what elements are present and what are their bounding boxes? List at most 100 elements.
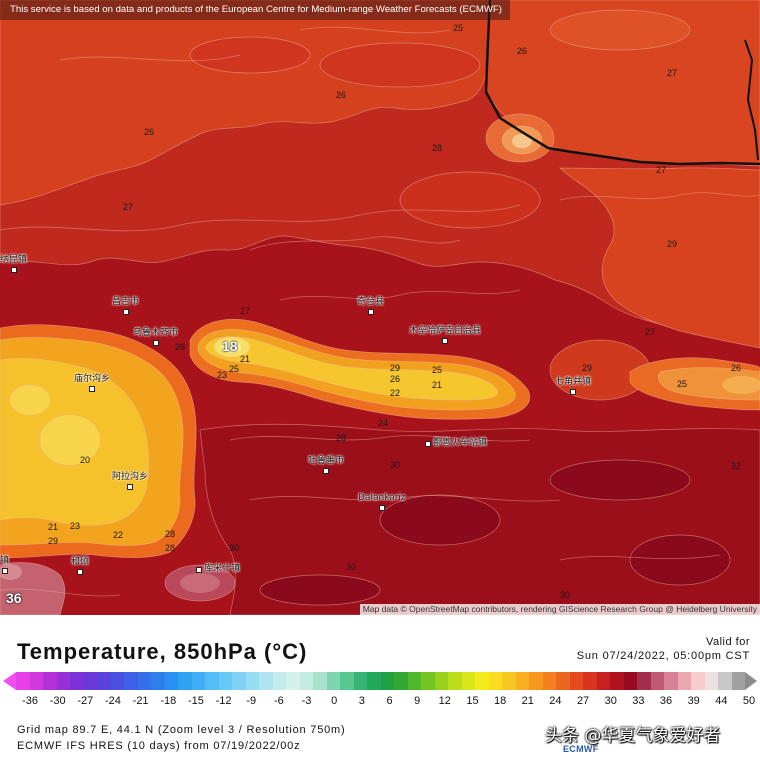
- colorbar-segment: [704, 672, 718, 690]
- colorbar-segment: [191, 672, 205, 690]
- contour-label: 21: [48, 522, 59, 532]
- place-name: Dalankariz: [358, 493, 406, 503]
- isotherm-lines: [0, 26, 760, 597]
- colorbar-tick-label: 3: [358, 695, 365, 707]
- colorbar-segment: [83, 672, 97, 690]
- contour-label: 21: [240, 354, 251, 364]
- colorbar-segment: [664, 672, 678, 690]
- contour-label: 27: [667, 68, 678, 78]
- place-name: 木垒哈萨克自治县: [409, 326, 482, 336]
- colorbar-segment: [394, 672, 408, 690]
- colorbar-segment: [623, 672, 637, 690]
- place-edge-town: 镇: [0, 556, 9, 574]
- colorbar-segment: [407, 672, 421, 690]
- colorbar-tick-label: -36: [22, 695, 38, 707]
- place-nakun: 纳昆镇: [0, 255, 27, 273]
- map-title: Temperature, 850hPa (°C): [17, 639, 308, 664]
- place-heshuo: 和硕: [71, 557, 89, 575]
- colorbar-segment: [448, 672, 462, 690]
- contour-label: 28: [175, 342, 186, 352]
- colorbar-arrow-low: [3, 672, 16, 690]
- contour-label: 27: [645, 327, 656, 337]
- colorbar-tick-label: -12: [215, 695, 232, 707]
- contour-label: 24: [378, 418, 389, 428]
- colorbar-segment: [583, 672, 597, 690]
- colorbar-segment: [272, 672, 286, 690]
- colorbar-segment: [529, 672, 543, 690]
- upper-warm-region: [0, 0, 760, 349]
- colorbar-tick-label: -15: [187, 695, 204, 707]
- place-name: 庙尔沟乡: [74, 374, 111, 384]
- colorbar-segment: [718, 672, 732, 690]
- colorbar-segment: [488, 672, 502, 690]
- contour-label: 28: [336, 433, 347, 443]
- colorbar-tick-label: 18: [493, 695, 507, 707]
- colorbar-segment: [502, 672, 516, 690]
- place-marker: [10, 267, 17, 273]
- colorbar-segment: [596, 672, 610, 690]
- place-dalankariz: Dalankariz: [358, 493, 406, 511]
- map-attribution[interactable]: Map data © OpenStreetMap contributors, r…: [359, 604, 760, 615]
- colorbar-tick-label: 44: [715, 695, 728, 707]
- valid-for-label: Valid for: [705, 636, 750, 648]
- colorbar-tick-label: 50: [742, 695, 756, 707]
- place-qitai: 奇台县: [357, 297, 384, 315]
- place-marker: [77, 569, 83, 575]
- contour-label: 30: [346, 562, 357, 572]
- colorbar-segment: [124, 672, 138, 690]
- place-marker: [442, 338, 448, 344]
- colorbar-segment: [434, 672, 448, 690]
- model-info: ECMWF IFS HRES (10 days) from 07/19/2022…: [17, 740, 301, 752]
- colorbar-tick-label: -21: [132, 695, 149, 707]
- contour-label: 27: [656, 165, 667, 175]
- contour-label: 28: [165, 543, 176, 553]
- contour-label: 29: [667, 239, 678, 249]
- map-canvas[interactable]: 纳昆镇 昌吉市 奇台县 乌鲁木齐市 木垒哈萨克自治县 庙尔沟乡 七角井镇 鄯善火…: [0, 0, 760, 615]
- legend-panel: Temperature, 850hPa (°C) Valid for Sun 0…: [0, 615, 760, 760]
- place-urumqi: 乌鲁木齐市: [133, 328, 178, 346]
- contour-label: 25: [677, 379, 688, 389]
- watermark-text: 头条 @华夏气象爱好者: [545, 726, 721, 746]
- place-marker: [367, 309, 374, 315]
- colorbar-segment: [461, 672, 475, 690]
- country-border: [484, 0, 760, 166]
- place-marker: [570, 389, 576, 395]
- contour-label: 32: [731, 461, 742, 471]
- contour-label: 28: [432, 143, 443, 153]
- place-marker: [152, 340, 159, 346]
- colorbar-segment: [56, 672, 70, 690]
- place-marker: [323, 468, 329, 474]
- valid-time: Sun 07/24/2022, 05:00pm CST: [576, 650, 750, 662]
- contour-label: 23: [217, 370, 228, 380]
- colorbar-segment: [299, 672, 313, 690]
- place-name: 库米什镇: [204, 564, 241, 574]
- colorbar-tick-label: 0: [331, 695, 338, 707]
- colorbar-tick-label: -6: [273, 695, 284, 707]
- colorbar-tick-label: -9: [246, 695, 257, 707]
- colorbar-segment: [340, 672, 354, 690]
- colorbar-segment: [205, 672, 219, 690]
- colorbar-segment: [259, 672, 273, 690]
- colorbar-segment: [245, 672, 259, 690]
- contour-label: 25: [432, 365, 443, 375]
- place-kumishi: 库米什镇: [196, 564, 240, 575]
- colorbar-segment: [569, 672, 583, 690]
- colorbar-tick-label: 15: [466, 695, 479, 707]
- place-shanshan-station: 鄯善火车站镇: [425, 438, 487, 449]
- place-turpan: 吐鲁番市: [308, 456, 344, 474]
- colorbar-segment: [475, 672, 489, 690]
- place-alagou: 阿拉沟乡: [112, 472, 148, 490]
- colorbar-segment: [178, 672, 192, 690]
- colorbar-tick-label: -18: [160, 695, 177, 707]
- colorbar-tick-label: -24: [105, 695, 121, 707]
- colorbar-tick-label: -30: [49, 695, 66, 707]
- colorbar-tick-label: 21: [521, 695, 534, 707]
- colorbar-segment: [151, 672, 165, 690]
- colorbar-arrow-high: [745, 672, 757, 690]
- southwest-region: [0, 562, 236, 615]
- contour-label: 25: [229, 364, 240, 374]
- temperature-field: [0, 0, 760, 615]
- place-marker: [122, 309, 129, 315]
- place-name: 吐鲁番市: [308, 456, 345, 466]
- contour-label: 27: [240, 306, 251, 316]
